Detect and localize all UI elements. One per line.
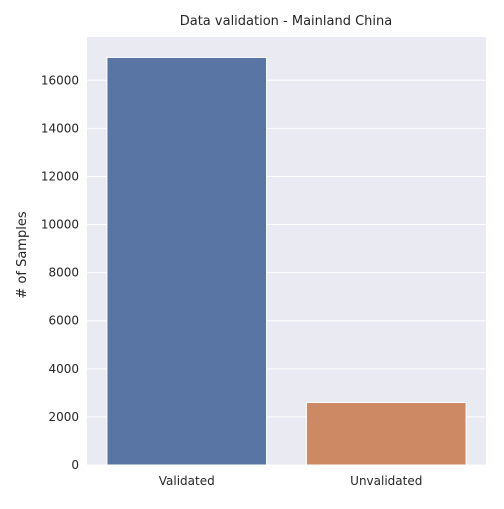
y-tick-label: 6000 — [48, 314, 79, 328]
y-tick-label: 0 — [71, 458, 79, 472]
y-axis-ticks: 0 2000 4000 6000 8000 10000 12000 14000 16000 — [41, 73, 79, 472]
y-tick-label: 12000 — [41, 169, 79, 183]
bar-validated — [106, 56, 268, 466]
x-tick-label: Validated — [159, 474, 215, 488]
y-tick-label: 16000 — [41, 73, 79, 87]
bar-unvalidated — [305, 401, 467, 466]
x-axis-ticks: Validated Unvalidated — [159, 474, 423, 488]
y-tick-label: 2000 — [48, 410, 79, 424]
y-tick-label: 14000 — [41, 121, 79, 135]
y-axis-label: # of Samples — [15, 211, 30, 298]
y-tick-label: 4000 — [48, 362, 79, 376]
bars — [106, 56, 467, 466]
y-tick-label: 10000 — [41, 218, 79, 232]
chart-title: Data validation - Mainland China — [180, 14, 393, 29]
x-tick-label: Unvalidated — [350, 474, 422, 488]
y-tick-label: 8000 — [48, 266, 79, 280]
